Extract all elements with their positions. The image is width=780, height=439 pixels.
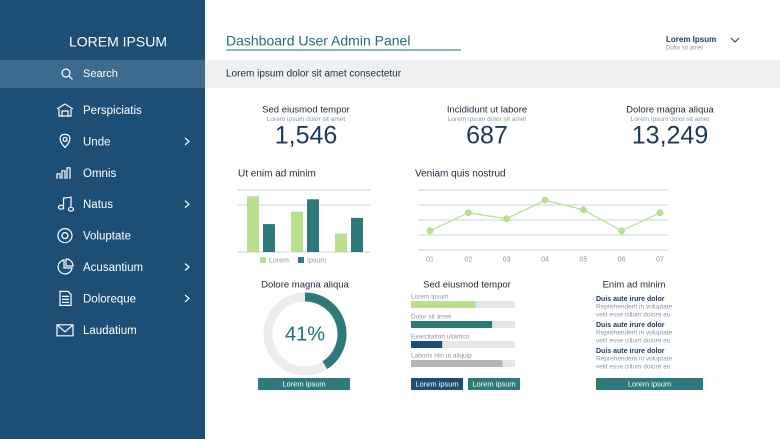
chart-title: Ut enim ad minim	[238, 169, 316, 180]
bar	[335, 233, 347, 252]
progress-label: Dolor sit amet	[411, 314, 451, 321]
point	[464, 209, 472, 217]
donut-arc	[304, 292, 347, 370]
point	[503, 215, 511, 223]
point	[541, 196, 549, 204]
page-title: Dashboard User Admin Panel	[226, 33, 410, 49]
legend-swatch	[260, 257, 266, 263]
menu-label[interactable]: Natus	[83, 199, 113, 211]
user-name[interactable]: Lorem Ipsum	[666, 35, 716, 44]
menu-icon	[57, 258, 74, 275]
progress-bar	[411, 301, 476, 308]
button[interactable]	[596, 378, 703, 390]
button-label[interactable]: Lorem ipsum	[282, 379, 325, 388]
point	[426, 227, 434, 235]
search-row[interactable]	[0, 60, 205, 88]
menu-label[interactable]: Acusantium	[83, 262, 143, 274]
donut-label: 41%	[285, 323, 325, 345]
subheader-band	[205, 60, 780, 88]
stat-title: Sed eiusmod tempor	[262, 105, 350, 116]
menu-arrow[interactable]	[184, 263, 190, 271]
x-tick-label: 03	[503, 256, 511, 263]
search-label[interactable]: Search	[83, 68, 118, 80]
stat-subtitle: Lorem ipsum dolor sit amet	[267, 116, 346, 123]
progress-label: Laboris nisi ut aliquip	[411, 353, 472, 360]
button-label[interactable]: Lorem ipsum	[628, 379, 671, 388]
user-sub: Dolor sit amet	[666, 46, 703, 52]
list-line: velit esse cillum dolore eu	[596, 338, 671, 345]
page-subtitle: Lorem ipsum dolor sit amet consectetur	[226, 69, 402, 80]
stat-subtitle: Lorem ipsum dolor sit amet	[448, 116, 527, 123]
menu-label[interactable]: Doloreque	[83, 293, 136, 305]
bar	[247, 196, 259, 252]
menu-icon	[59, 290, 72, 306]
bar	[263, 224, 275, 252]
chart-title: Veniam quis nostrud	[415, 169, 506, 180]
list-line: Reprehenderit in voluptate	[596, 304, 673, 311]
x-tick-label: 02	[464, 256, 472, 263]
legend-label: Lorem	[269, 257, 289, 264]
chart-title: Dolore magna aliqua	[261, 280, 349, 291]
menu-label[interactable]: Unde	[83, 136, 111, 148]
list-heading: Duis aute irure dolor	[596, 296, 665, 303]
menu-icon	[56, 324, 74, 337]
progress-bar	[411, 321, 493, 328]
x-tick-label: 04	[541, 256, 549, 263]
search-icon	[61, 68, 71, 78]
stat-title: Dolore magna aliqua	[626, 105, 714, 116]
menu-label[interactable]: Voluptate	[83, 231, 131, 243]
button[interactable]	[411, 378, 463, 390]
stat-title: Incididunt ut labore	[447, 105, 527, 116]
menu-icon	[57, 228, 73, 244]
menu-arrow[interactable]	[184, 137, 190, 146]
button[interactable]	[258, 378, 350, 390]
progress-track	[411, 341, 515, 348]
menu-icon	[57, 196, 75, 212]
chart-title: Sed eiusmod tempor	[423, 280, 511, 291]
list-line: Reprehenderit in voluptate	[596, 356, 673, 363]
menu-arrow[interactable]	[184, 200, 190, 209]
menu-icon	[59, 133, 71, 149]
x-tick-label: 06	[618, 256, 626, 263]
point	[656, 209, 664, 217]
progress-bar	[411, 360, 503, 367]
x-tick-label: 05	[579, 256, 587, 263]
legend-label: Ipsum	[307, 257, 326, 264]
menu-label[interactable]: Laudatium	[83, 325, 137, 337]
stat-subtitle: Lorem ipsum dolor sit amet	[631, 116, 710, 123]
menu-label[interactable]: Omnis	[83, 168, 116, 180]
bar	[291, 211, 303, 252]
x-tick-label: 07	[656, 256, 664, 263]
menu-arrow[interactable]	[184, 294, 190, 303]
menu-label[interactable]: Perspiciatis	[83, 105, 142, 117]
progress-label: Lorem ipsum	[411, 294, 449, 301]
point	[618, 227, 626, 235]
list-heading: Duis aute irure dolor	[596, 348, 665, 355]
stat-value: 1,546	[275, 122, 338, 150]
legend-swatch	[298, 257, 304, 263]
menu-icon	[56, 103, 74, 117]
list-line: velit esse cillum dolore eu	[596, 364, 671, 371]
bar	[307, 199, 319, 252]
progress-label: Exercitation ullamco	[411, 334, 470, 341]
stat-value: 13,249	[632, 122, 708, 150]
progress-bar	[411, 341, 443, 348]
menu-icon	[56, 167, 71, 179]
x-tick-label: 01	[426, 256, 434, 263]
point	[579, 206, 587, 214]
bar	[351, 217, 363, 252]
sidebar-title: LOREM IPSUM	[69, 34, 167, 50]
list-line: Reprehenderit in voluptate	[596, 330, 673, 337]
list-heading: Duis aute irure dolor	[596, 322, 665, 329]
button[interactable]	[468, 378, 520, 390]
search-icon	[68, 75, 73, 80]
stat-value: 687	[466, 122, 508, 150]
button-label[interactable]: Lorem ipsum	[472, 379, 515, 388]
user-chevron[interactable]	[730, 37, 740, 43]
list-line: velit esse cillum dolore eu	[596, 312, 671, 319]
list-title: Enim ad minim	[603, 280, 666, 291]
button-label[interactable]: Lorem ipsum	[415, 379, 458, 388]
